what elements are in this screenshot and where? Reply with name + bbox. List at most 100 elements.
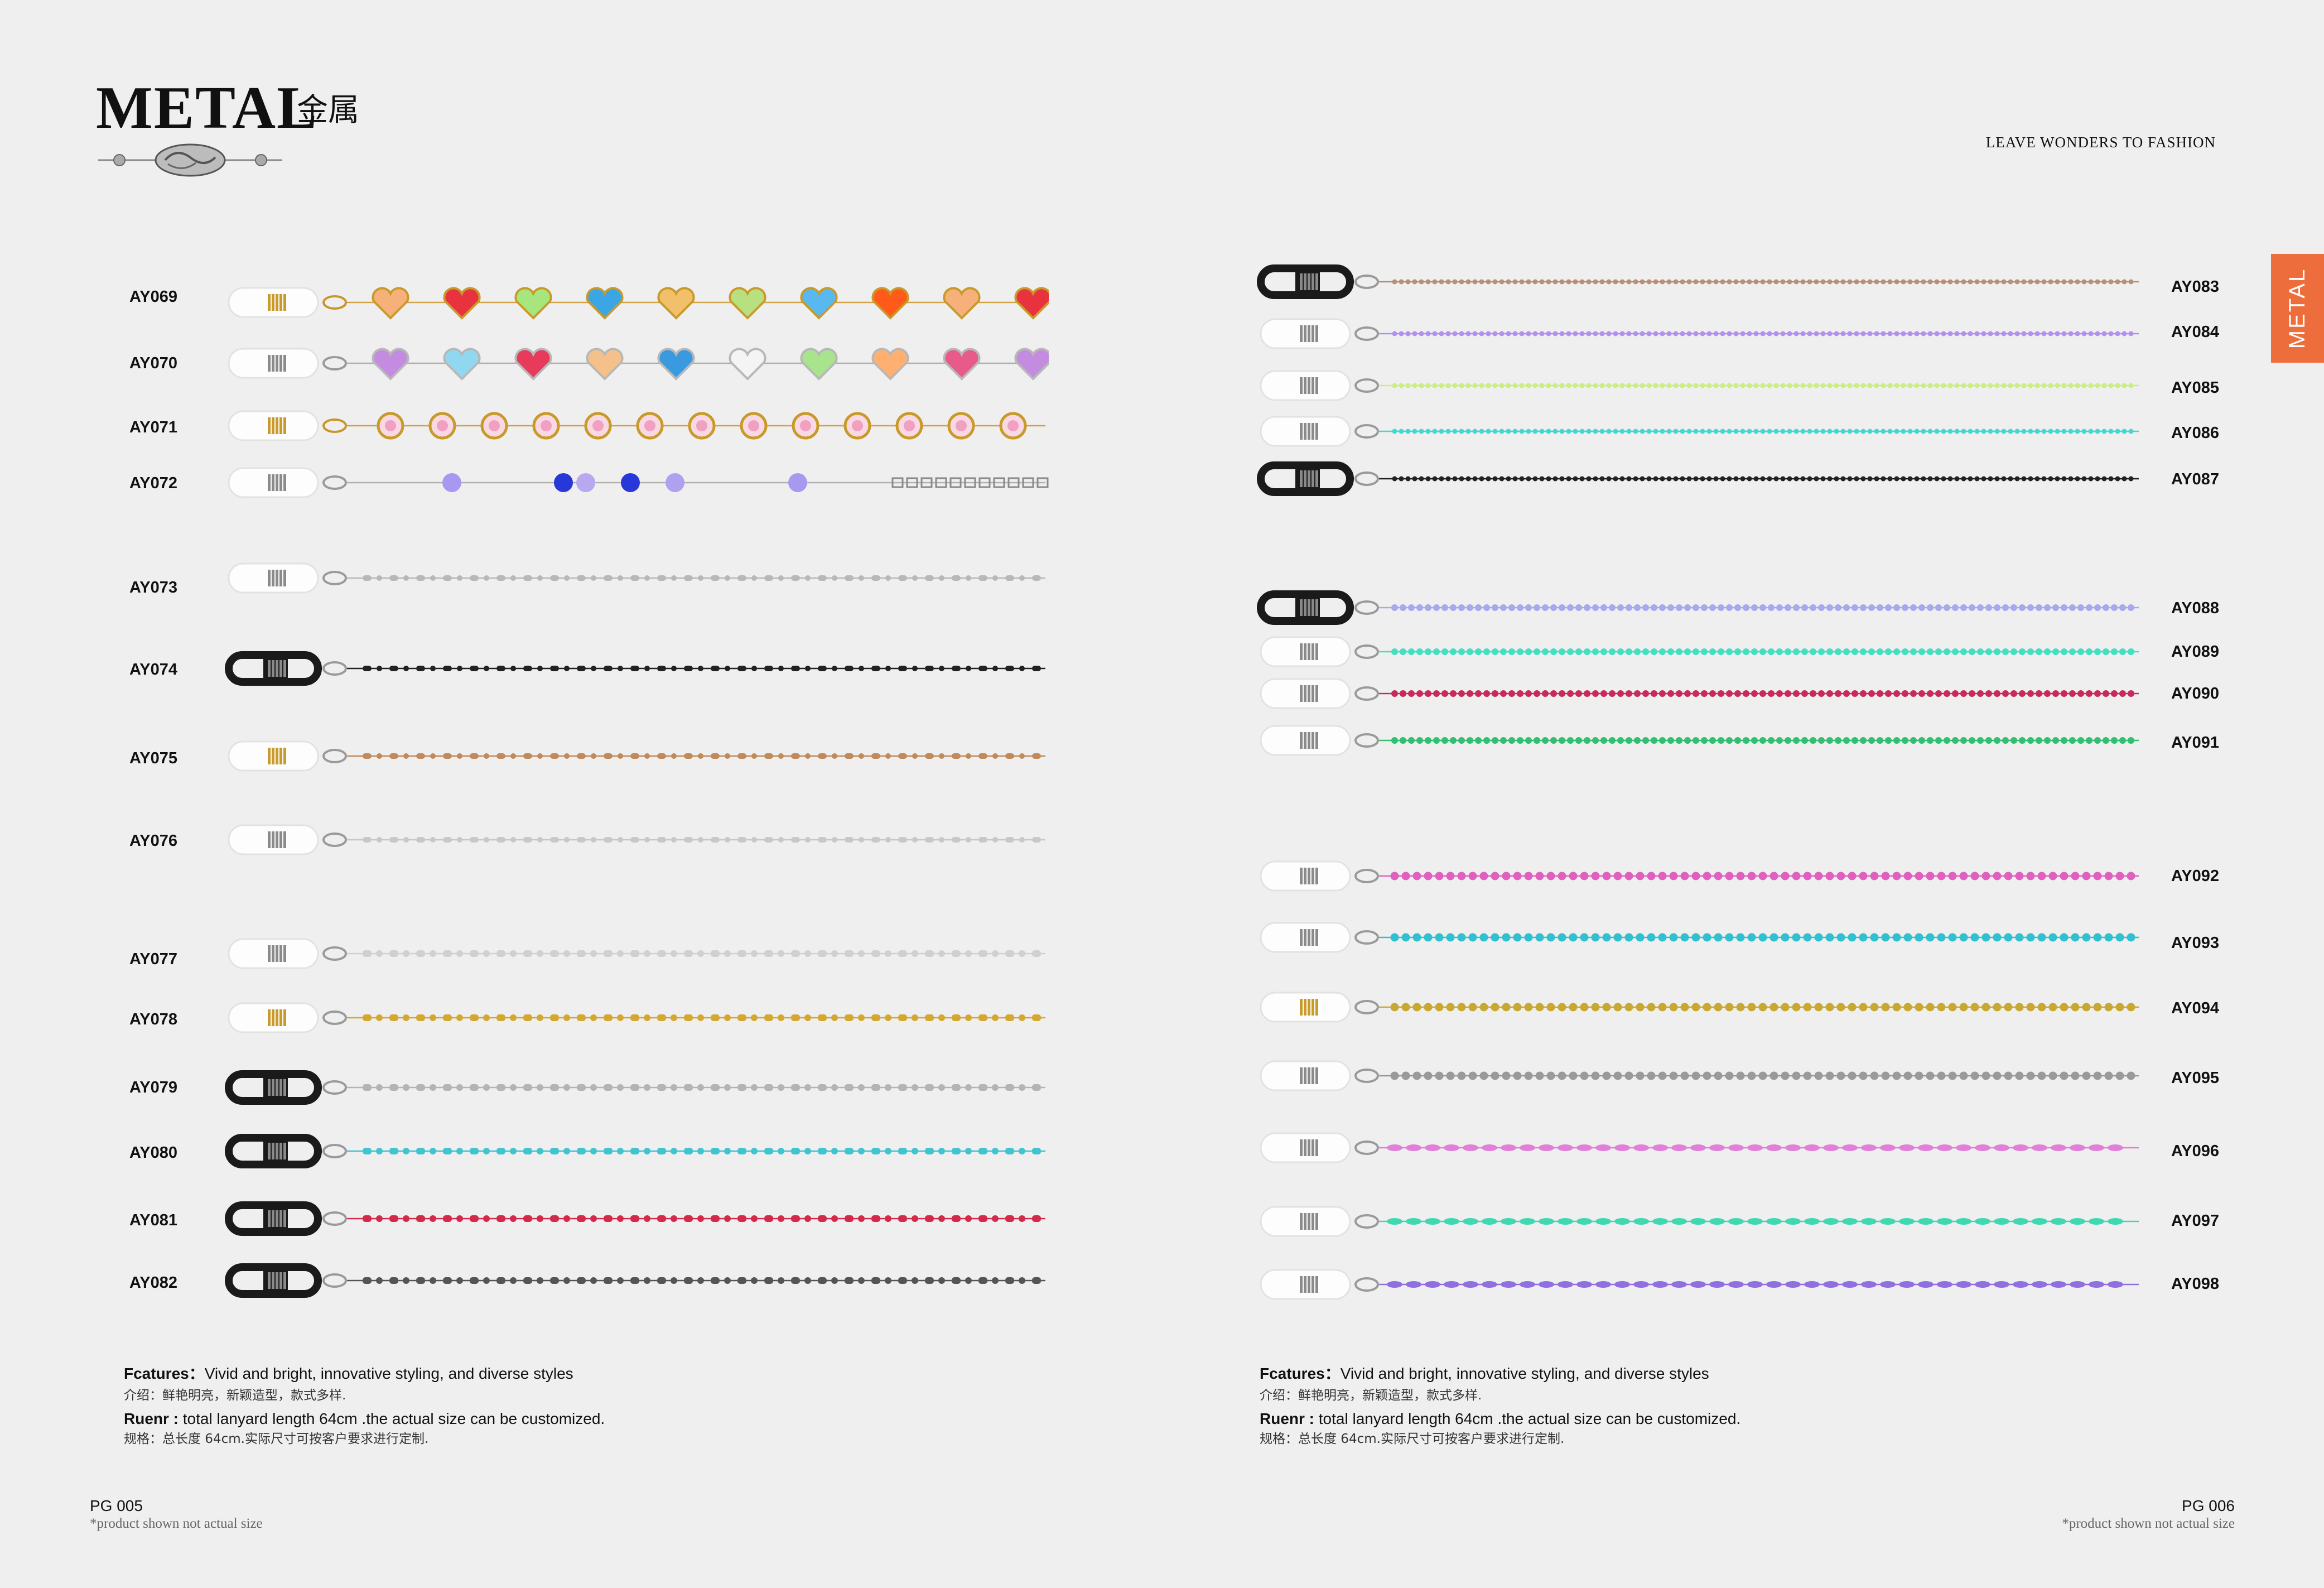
product-code: AY073 <box>129 579 178 596</box>
clasp-icon <box>1354 378 1379 393</box>
product-strand[interactable] <box>1255 1257 2142 1312</box>
product-code: AY084 <box>2171 323 2220 341</box>
product-code: AY090 <box>2171 685 2220 702</box>
rubber-end-clear-icon <box>1260 1132 1351 1163</box>
rubber-end-clear-icon <box>1260 1269 1351 1300</box>
chain-beads <box>1392 429 2134 434</box>
product-code: AY080 <box>129 1144 178 1162</box>
product-code: AY096 <box>2171 1142 2220 1160</box>
product-strand[interactable] <box>1255 254 2142 310</box>
product-strand[interactable] <box>223 398 1049 454</box>
clasp-icon <box>1354 275 1379 289</box>
product-strand[interactable] <box>223 550 1049 606</box>
product-code: AY082 <box>129 1274 178 1292</box>
chain-beads <box>363 837 1041 843</box>
product-strand[interactable] <box>223 812 1049 868</box>
product-strand[interactable] <box>1255 580 2142 636</box>
rubber-end-clear-icon <box>228 938 319 969</box>
product-code: AY089 <box>2171 643 2220 661</box>
clasp-icon <box>1354 1214 1379 1229</box>
footnote-right: *product shown not actual size <box>2062 1516 2235 1531</box>
product-strand[interactable] <box>1255 358 2142 413</box>
chain-beads <box>1390 933 2135 942</box>
clasp-icon <box>322 475 347 490</box>
size-text-chinese: 规格：总长度 64cm.实际尺寸可按客户要求进行定制. <box>124 1431 429 1446</box>
product-strand[interactable] <box>1255 666 2142 721</box>
chain-beads <box>363 950 1041 957</box>
rubber-end-clear-icon <box>1260 860 1351 892</box>
rubber-end-clear-icon <box>228 740 319 772</box>
clasp-icon <box>1354 1000 1379 1014</box>
product-code: AY070 <box>129 354 178 372</box>
product-strand[interactable] <box>223 1123 1049 1179</box>
section-tab-label: METAL <box>2285 267 2310 349</box>
rubber-end-clear-icon <box>228 562 319 594</box>
features-text: Vivid and bright, innovative styling, an… <box>204 1365 573 1382</box>
product-strand[interactable] <box>1255 979 2142 1035</box>
product-code: AY075 <box>129 749 178 767</box>
chain-beads <box>372 287 1049 320</box>
product-strand[interactable] <box>223 728 1049 784</box>
chain-beads <box>363 753 1041 759</box>
product-strand[interactable] <box>1255 910 2142 965</box>
clasp-icon <box>322 833 347 847</box>
rubber-end-clear-icon <box>1260 992 1351 1023</box>
product-strand[interactable] <box>223 926 1049 981</box>
features-label: Fcatures： <box>124 1365 205 1382</box>
section-tab-metal[interactable]: METAL <box>2271 254 2324 363</box>
chain-beads <box>1391 690 2134 697</box>
chain-beads <box>1392 279 2134 285</box>
product-code: AY077 <box>129 950 178 968</box>
chain-beads <box>377 412 1027 440</box>
rubber-end-clear-icon <box>228 410 319 441</box>
chain-beads <box>1387 1218 2123 1225</box>
product-strand[interactable] <box>1255 848 2142 904</box>
rubber-end-black-icon <box>1257 590 1354 625</box>
product-code: AY094 <box>2171 999 2220 1017</box>
clasp-icon <box>322 749 347 763</box>
product-strand[interactable] <box>1255 451 2142 507</box>
product-strand[interactable] <box>1255 306 2142 362</box>
chain-beads <box>372 348 1049 381</box>
product-strand[interactable] <box>1255 1120 2142 1176</box>
chain-beads <box>442 473 1049 492</box>
chain-beads <box>1392 476 2134 482</box>
product-strand[interactable] <box>1255 1048 2142 1104</box>
product-strand[interactable] <box>223 455 1049 511</box>
product-code: AY081 <box>129 1211 178 1229</box>
clasp-icon <box>322 295 347 310</box>
clasp-icon <box>1354 326 1379 341</box>
features-label: Fcatures： <box>1260 1365 1341 1382</box>
clasp-icon <box>322 1273 347 1288</box>
product-strand[interactable] <box>223 641 1049 696</box>
clasp-icon <box>1354 1277 1379 1292</box>
product-strand[interactable] <box>1255 1194 2142 1249</box>
size-label: Ruenr : <box>1260 1410 1314 1428</box>
rubber-end-clear-icon <box>1260 922 1351 953</box>
product-strand[interactable] <box>223 275 1049 330</box>
product-strand[interactable] <box>1255 403 2142 459</box>
product-strand[interactable] <box>223 1060 1049 1115</box>
product-strand[interactable] <box>223 1253 1049 1308</box>
product-strand[interactable] <box>223 990 1049 1046</box>
product-code: AY086 <box>2171 424 2220 442</box>
product-strand[interactable] <box>1255 713 2142 768</box>
clasp-icon <box>322 1010 347 1025</box>
product-code: AY093 <box>2171 934 2220 952</box>
page-title: METAL <box>96 75 319 141</box>
rubber-end-clear-icon <box>228 467 319 498</box>
features-text: Vivid and bright, innovative styling, an… <box>1340 1365 1709 1382</box>
ornament-chain-icon <box>98 143 282 177</box>
rubber-end-clear-icon <box>1260 1206 1351 1237</box>
clasp-icon <box>322 946 347 961</box>
rubber-end-clear-icon <box>1260 416 1351 447</box>
chain-beads <box>1387 1281 2123 1288</box>
rubber-end-black-icon <box>225 1263 322 1298</box>
product-strand[interactable] <box>1255 624 2142 680</box>
product-code: AY078 <box>129 1010 178 1028</box>
rubber-end-clear-icon <box>228 348 319 379</box>
rubber-end-black-icon <box>225 1070 322 1105</box>
product-strand[interactable] <box>223 335 1049 391</box>
footnote-left: *product shown not actual size <box>90 1516 263 1531</box>
product-strand[interactable] <box>223 1191 1049 1247</box>
